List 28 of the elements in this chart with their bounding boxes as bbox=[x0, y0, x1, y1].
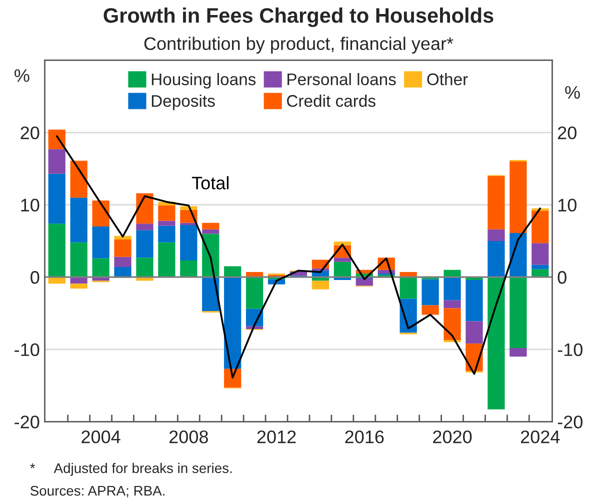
x-tick-label: 2004 bbox=[82, 430, 120, 444]
y2-axis-title: % bbox=[565, 86, 580, 99]
series-label: Total bbox=[192, 176, 228, 190]
y-axis-title: % bbox=[14, 69, 30, 82]
legend-label: Personal loans bbox=[288, 72, 396, 86]
legend-label: Other bbox=[427, 72, 468, 86]
chart-title: Growth in Fees Charged to Households bbox=[104, 8, 494, 28]
legend-label: Housing loans bbox=[152, 72, 256, 89]
x-tick-label: 2024 bbox=[520, 430, 560, 444]
legend-label: Deposits bbox=[152, 94, 215, 110]
y2-tick-label: 0 bbox=[558, 271, 566, 284]
y-tick-label: 10 bbox=[21, 198, 40, 212]
legend-label: Credit cards bbox=[287, 94, 376, 107]
x-tick-label: 2008 bbox=[169, 430, 208, 444]
x-tick-label: 2012 bbox=[257, 430, 296, 444]
y2-tick-label: 10 bbox=[558, 198, 576, 212]
x-tick-label: 2016 bbox=[345, 430, 384, 444]
y-tick-label: 0 bbox=[30, 271, 40, 284]
x-tick-label: 2020 bbox=[433, 430, 472, 444]
y-tick-label: -20 bbox=[14, 416, 40, 428]
y-tick-label: -10 bbox=[14, 343, 40, 356]
y2-tick-label: 20 bbox=[558, 126, 576, 140]
y2-tick-label: -20 bbox=[558, 416, 582, 428]
chart-subtitle: Contribution by product, financial year* bbox=[144, 36, 454, 54]
source-note: Sources: APRA; RBA. bbox=[30, 486, 164, 498]
y2-tick-label: -10 bbox=[558, 343, 582, 356]
text: * Adjusted for breaks in series. bbox=[30, 462, 232, 476]
y-tick-label: 20 bbox=[20, 126, 40, 140]
